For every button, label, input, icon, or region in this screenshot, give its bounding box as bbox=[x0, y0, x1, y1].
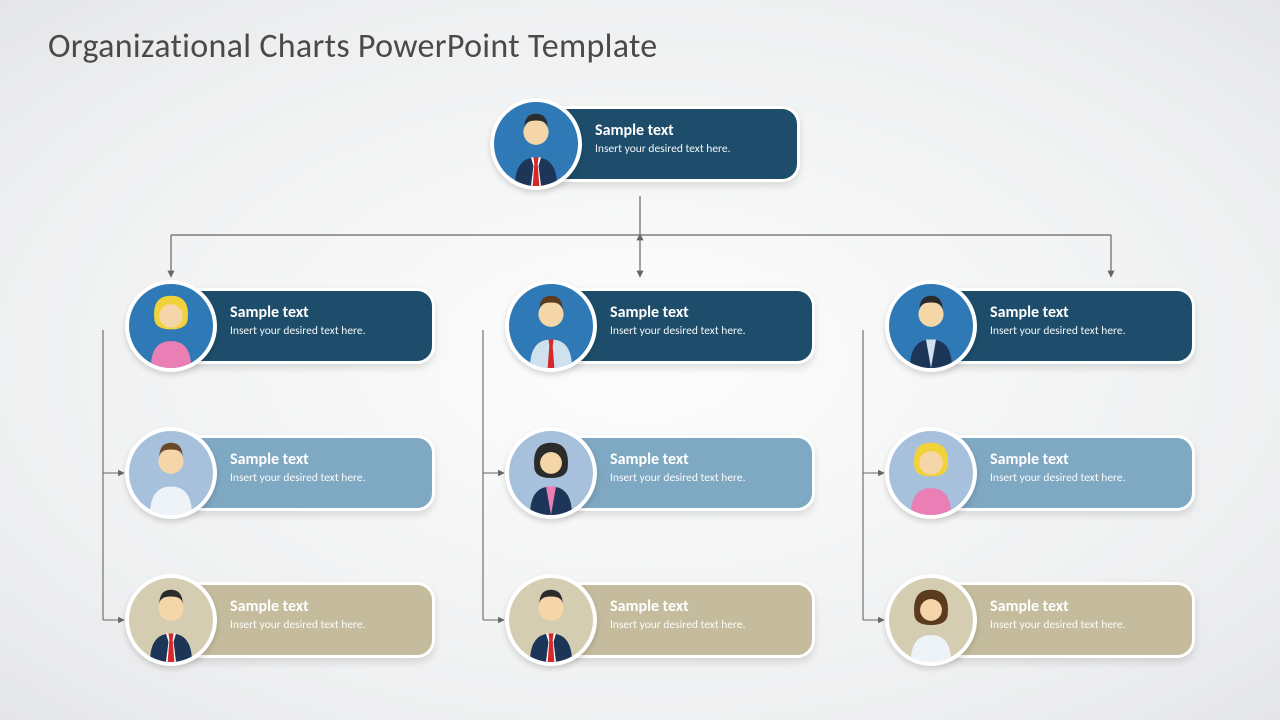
node-subtitle: Insert your desired text here. bbox=[230, 471, 416, 487]
node-title: Sample text bbox=[595, 121, 781, 140]
node-subtitle: Insert your desired text here. bbox=[990, 471, 1176, 487]
node-l3c1: Sample text Insert your desired text her… bbox=[125, 574, 435, 666]
avatar-icon bbox=[125, 574, 217, 666]
avatar-icon bbox=[490, 98, 582, 190]
node-title: Sample text bbox=[990, 450, 1176, 469]
avatar-icon bbox=[505, 280, 597, 372]
node-subtitle: Insert your desired text here. bbox=[610, 618, 796, 634]
node-title: Sample text bbox=[230, 303, 416, 322]
node-title: Sample text bbox=[990, 303, 1176, 322]
node-title: Sample text bbox=[610, 450, 796, 469]
node-l1c2: Sample text Insert your desired text her… bbox=[505, 280, 815, 372]
node-title: Sample text bbox=[230, 450, 416, 469]
avatar-icon bbox=[885, 574, 977, 666]
node-subtitle: Insert your desired text here. bbox=[595, 142, 781, 158]
node-l3c3: Sample text Insert your desired text her… bbox=[885, 574, 1195, 666]
avatar-icon bbox=[125, 427, 217, 519]
node-title: Sample text bbox=[610, 303, 796, 322]
avatar-icon bbox=[885, 280, 977, 372]
node-l1c1: Sample text Insert your desired text her… bbox=[125, 280, 435, 372]
node-subtitle: Insert your desired text here. bbox=[990, 618, 1176, 634]
node-l3c2: Sample text Insert your desired text her… bbox=[505, 574, 815, 666]
node-title: Sample text bbox=[990, 597, 1176, 616]
node-title: Sample text bbox=[610, 597, 796, 616]
node-subtitle: Insert your desired text here. bbox=[610, 324, 796, 340]
avatar-icon bbox=[885, 427, 977, 519]
avatar-icon bbox=[125, 280, 217, 372]
node-l1c3: Sample text Insert your desired text her… bbox=[885, 280, 1195, 372]
node-title: Sample text bbox=[230, 597, 416, 616]
org-chart: Sample text Insert your desired text her… bbox=[0, 0, 1280, 720]
node-top: Sample text Insert your desired text her… bbox=[490, 98, 800, 190]
node-l2c3: Sample text Insert your desired text her… bbox=[885, 427, 1195, 519]
avatar-icon bbox=[505, 427, 597, 519]
node-l2c2: Sample text Insert your desired text her… bbox=[505, 427, 815, 519]
node-subtitle: Insert your desired text here. bbox=[610, 471, 796, 487]
node-subtitle: Insert your desired text here. bbox=[990, 324, 1176, 340]
avatar-icon bbox=[505, 574, 597, 666]
node-subtitle: Insert your desired text here. bbox=[230, 618, 416, 634]
node-l2c1: Sample text Insert your desired text her… bbox=[125, 427, 435, 519]
node-subtitle: Insert your desired text here. bbox=[230, 324, 416, 340]
